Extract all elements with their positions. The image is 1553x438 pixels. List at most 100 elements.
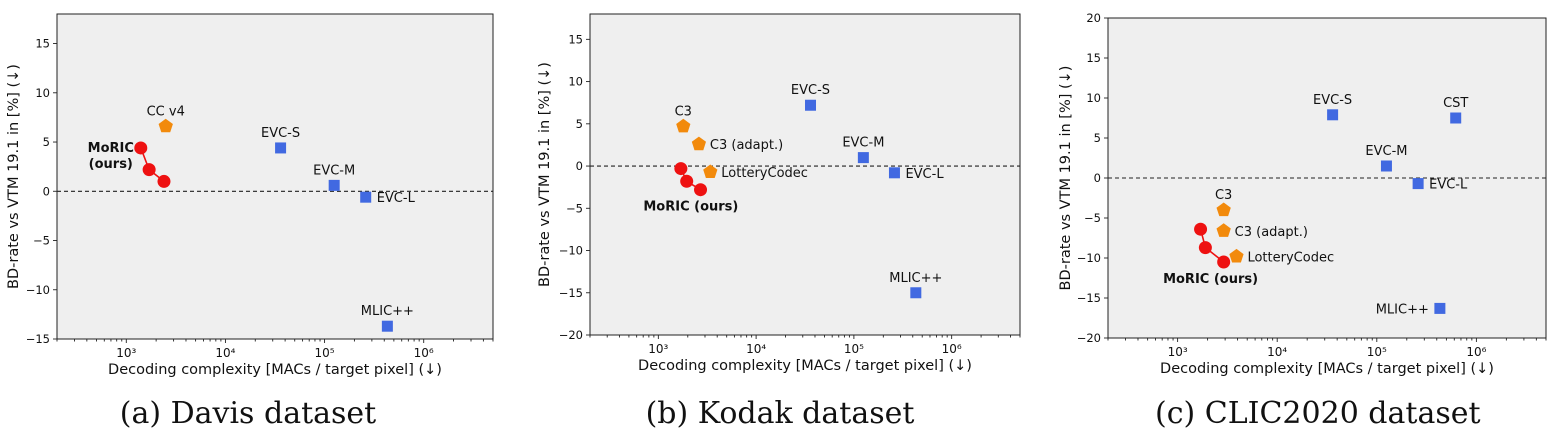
point-cst xyxy=(1450,112,1462,124)
caption-c: (c) CLIC2020 dataset xyxy=(1155,396,1481,431)
point-moric xyxy=(674,162,688,176)
chart-a: 10³ 10⁴ 10⁵ 10⁶ −15 −10 −5 0 5 10 15 Decoding compl… xyxy=(6,13,494,378)
chart-b: 10³ 10⁴ 10⁵ 10⁶ −20 −15 −10 −5 0 5 10 15 Decoding co… xyxy=(537,13,1021,374)
point-lotterycodec xyxy=(703,164,718,178)
y-tick-label: −5 xyxy=(33,234,50,248)
y-tick-label: −5 xyxy=(566,201,583,215)
y-tick-label: 10 xyxy=(568,75,583,89)
x-tick-label: 10⁵ xyxy=(844,342,864,356)
y-tick-label: −15 xyxy=(559,286,583,300)
x-tick-label: 10⁵ xyxy=(1367,345,1387,359)
label-evc-m: EVC-M xyxy=(1365,144,1407,159)
y-tick-label: −5 xyxy=(1084,211,1101,225)
label-evc-l: EVC-L xyxy=(1429,178,1468,193)
point-evc-s xyxy=(275,142,287,154)
y-tick-label: 0 xyxy=(576,159,583,173)
x-tick-label: 10⁶ xyxy=(1466,345,1486,359)
x-axis-label: Decoding complexity [MACs / target pixel… xyxy=(638,358,972,374)
y-tick-label: 5 xyxy=(576,117,583,131)
point-c3 xyxy=(676,118,691,133)
point-evc-m xyxy=(857,152,869,164)
y-axis-label: BD-rate vs VTM 19.1 in [%] (↓) xyxy=(1058,66,1074,291)
label-moric: MoRIC (ours) xyxy=(1163,272,1258,287)
point-mlicplusplus xyxy=(910,287,922,299)
label-mlicplusplus: MLIC++ xyxy=(1376,302,1429,317)
point-moric xyxy=(1198,241,1212,255)
label-c3: C3 xyxy=(675,104,692,119)
label-moric: (ours) xyxy=(89,157,133,172)
point-evc-m xyxy=(328,179,340,191)
x-tick-label: 10⁵ xyxy=(315,346,335,360)
label-evc-s: EVC-S xyxy=(1313,93,1352,108)
y-tick-label: −20 xyxy=(559,328,583,342)
label-moric: MoRIC (ours) xyxy=(643,200,738,215)
point-lotterycodec xyxy=(1229,248,1244,263)
x-tick-label: 10⁶ xyxy=(942,342,962,356)
y-tick-label: −10 xyxy=(26,283,50,297)
y-tick-label: 0 xyxy=(1094,171,1101,185)
x-tick-label: 10⁶ xyxy=(414,346,434,360)
point-mlicplusplus xyxy=(381,320,393,332)
label-cst: CST xyxy=(1443,96,1468,111)
label-evc-s: EVC-S xyxy=(261,126,300,141)
x-tick-label: 10⁴ xyxy=(746,342,766,356)
point-evc-l xyxy=(360,191,372,203)
y-tick-label: 15 xyxy=(568,32,583,46)
label-evc-l: EVC-L xyxy=(905,167,944,182)
label-evc-s: EVC-S xyxy=(791,83,830,98)
plot-area xyxy=(56,13,494,340)
label-evc-m: EVC-M xyxy=(313,163,355,178)
x-tick-label: 10⁴ xyxy=(1267,345,1287,359)
point-moric xyxy=(157,174,171,188)
y-tick-label: −15 xyxy=(26,332,50,346)
label-lotterycodec: LotteryCodec xyxy=(721,166,808,181)
label-c3-adapt: C3 (adapt.) xyxy=(1235,225,1308,240)
y-tick-label: 15 xyxy=(1086,51,1101,65)
point-moric xyxy=(134,141,148,155)
label-moric: MoRIC xyxy=(88,141,134,156)
x-axis-label: Decoding complexity [MACs / target pixel… xyxy=(1160,361,1494,377)
x-tick-label: 10⁴ xyxy=(215,346,235,360)
point-moric xyxy=(680,174,694,188)
x-tick-label: 10³ xyxy=(648,342,668,356)
y-axis-label: BD-rate vs VTM 19.1 in [%] (↓) xyxy=(537,62,553,287)
caption-b: (b) Kodak dataset xyxy=(645,396,915,431)
x-tick-label: 10³ xyxy=(1168,345,1188,359)
point-mlicplusplus xyxy=(1434,302,1446,314)
y-tick-label: 20 xyxy=(1086,11,1101,25)
y-axis-label: BD-rate vs VTM 19.1 in [%] (↓) xyxy=(6,64,22,289)
y-tick-label: 0 xyxy=(43,184,50,198)
x-axis-label: Decoding complexity [MACs / target pixel… xyxy=(108,362,442,378)
y-tick-label: 5 xyxy=(43,135,50,149)
y-tick-label: −10 xyxy=(559,244,583,258)
caption-a: (a) Davis dataset xyxy=(119,396,377,431)
x-tick-label: 10³ xyxy=(116,346,136,360)
label-cc-v4: CC v4 xyxy=(147,104,185,119)
label-mlicplusplus: MLIC++ xyxy=(361,304,414,319)
y-tick-label: −15 xyxy=(1077,291,1101,305)
point-evc-s xyxy=(805,99,817,111)
point-c3-adapt xyxy=(1216,223,1231,237)
point-evc-s xyxy=(1327,109,1339,121)
point-moric xyxy=(1194,222,1208,236)
y-tick-label: 15 xyxy=(35,37,50,51)
plot-area xyxy=(589,13,1021,336)
label-mlicplusplus: MLIC++ xyxy=(889,271,942,286)
point-moric xyxy=(142,163,156,177)
point-moric xyxy=(1217,255,1231,269)
y-tick-label: 10 xyxy=(35,86,50,100)
label-evc-m: EVC-M xyxy=(842,136,884,151)
point-c3-adapt xyxy=(691,136,706,151)
y-tick-label: −10 xyxy=(1077,251,1101,265)
label-lotterycodec: LotteryCodec xyxy=(1247,250,1334,265)
label-evc-l: EVC-L xyxy=(377,191,416,206)
label-c3-adapt: C3 (adapt.) xyxy=(710,138,783,153)
label-c3: C3 xyxy=(1215,188,1232,203)
point-evc-l xyxy=(888,167,900,179)
chart-c: 10³ 10⁴ 10⁵ 10⁶ −20 −15 −10 −5 0 5 10 15 20 Decoding … xyxy=(1058,11,1547,377)
point-evc-l xyxy=(1412,178,1424,190)
point-evc-m xyxy=(1380,160,1392,172)
point-moric xyxy=(694,183,708,197)
y-tick-label: −20 xyxy=(1077,331,1101,345)
